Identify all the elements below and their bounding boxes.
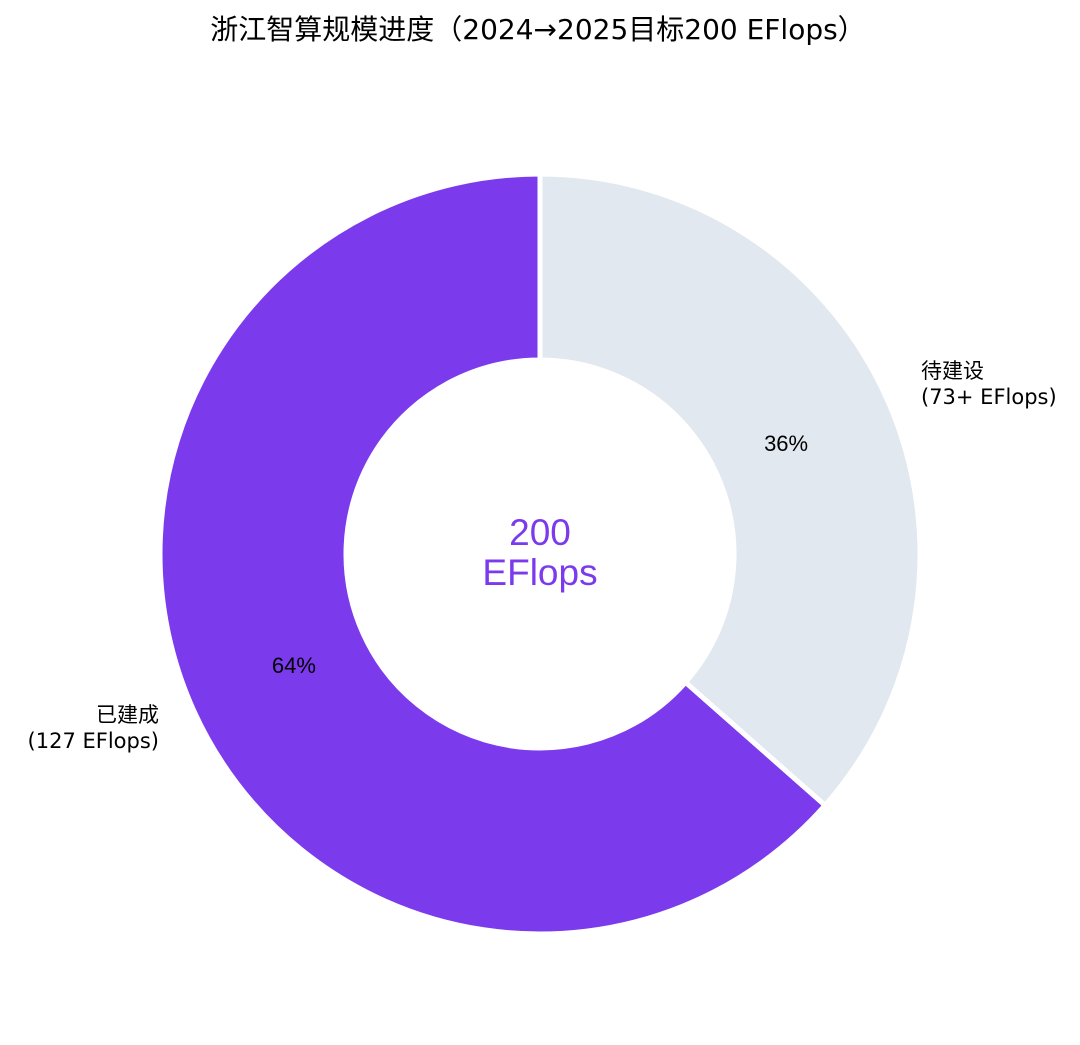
slice-1 [157, 171, 829, 937]
center-label-value: 200 [509, 512, 571, 553]
labels-layer: 64% 已建成(127 EFlops) 36% 待建设(73+ EFlops) [28, 359, 1057, 753]
slice-2-label-name: 待建设 [921, 359, 984, 383]
slice-1-label-value: (127 EFlops) [28, 729, 159, 753]
slices-layer [157, 171, 923, 937]
slice-1-label-name: 已建成 [96, 703, 159, 727]
slice-2-percent: 36% [764, 431, 808, 456]
slice-1-percent: 64% [272, 653, 316, 678]
slice-2-label-value: (73+ EFlops) [921, 385, 1057, 409]
center-label: 200 EFlops [482, 512, 597, 593]
chart-title: 浙江智算规模进度（2024→2025目标200 EFlops） [210, 13, 865, 46]
slice-2 [537, 171, 923, 809]
center-label-unit: EFlops [482, 552, 597, 593]
